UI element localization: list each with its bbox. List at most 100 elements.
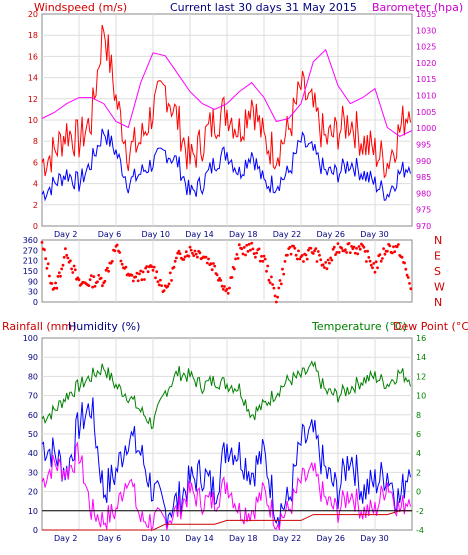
direction-point [368,259,372,263]
direction-point [64,247,67,251]
dew-axis-label: Dew Point (°C) [393,320,468,333]
direction-point [207,257,210,261]
y-tick-label-right: 1025 [416,43,436,52]
direction-point [304,253,308,257]
direction-point [272,286,276,290]
x-tick-label: Day 10 [142,230,171,239]
x-tick-label: Day 30 [360,534,389,543]
direction-point [151,268,155,272]
direction-point [298,257,302,261]
direction-point [295,257,299,261]
direction-point [365,260,368,263]
y-tick-label: 10 [28,116,38,125]
y-tick-label: 20 [28,10,38,19]
direction-point [152,265,156,269]
direction-point [92,275,96,278]
direction-point [234,257,238,261]
direction-point [93,284,97,288]
direction-point [135,271,139,275]
direction-point [383,252,387,256]
y-tick-label-right: 4 [416,449,421,458]
direction-point [215,273,219,277]
direction-point [260,254,263,258]
y-tick-label: 20 [28,488,38,497]
direction-point [400,255,404,259]
y-tick-label-right: -2 [416,507,424,516]
direction-point [315,260,319,263]
compass-label: W [434,281,445,294]
humidity-axis-label: Humidity (%) [68,320,140,333]
direction-point [344,248,347,252]
direction-point [367,256,371,259]
x-tick-label: Day 26 [317,534,346,543]
baro-axis-label: Barometer (hpa) [372,1,463,14]
direction-point [134,275,138,279]
x-tick-label: Day 10 [142,534,171,543]
direction-point [340,246,344,250]
windspeed-series [41,24,411,179]
direction-point [168,271,172,275]
direction-point [170,279,173,282]
direction-point [226,291,230,295]
direction-point [355,247,358,250]
direction-point [155,270,159,274]
direction-point [274,300,278,304]
direction-point [48,274,51,278]
direction-point [263,257,267,261]
x-tick-label: Day 18 [229,230,258,239]
y-tick-label: 6 [33,158,38,167]
direction-point [362,245,366,249]
direction-point [72,264,76,268]
direction-point [61,263,65,267]
direction-point [191,251,194,255]
x-tick-label: Day 22 [273,230,302,239]
y-tick-label-right: 6 [416,430,421,439]
direction-point [54,281,57,285]
y-tick-label-right: 1015 [416,75,436,84]
direction-point [286,253,289,257]
y-tick-label: 150 [23,267,38,276]
y-tick-label-right: 16 [416,334,426,343]
y-tick-label: 14 [28,74,38,83]
direction-point [50,282,54,285]
direction-point [77,278,81,282]
direction-point [254,255,257,259]
direction-point [104,268,108,272]
direction-point [69,259,72,263]
direction-point [173,259,177,263]
direction-point [288,245,292,249]
direction-point [404,267,408,271]
direction-point [319,258,323,262]
direction-point [189,248,193,252]
direction-point [140,278,144,282]
direction-point [257,247,261,251]
direction-point [198,251,202,255]
direction-point [240,247,244,251]
direction-point [334,253,337,256]
x-tick-label: Day 14 [185,534,214,543]
y-tick-label-right: 1020 [416,59,436,68]
rainfall-series [42,510,412,531]
direction-point [335,251,339,254]
direction-point [138,272,141,276]
y-tick-label-right: 985 [416,173,431,182]
direction-point [246,250,250,253]
y-tick-label-right: 12 [416,372,426,381]
direction-point [184,250,188,254]
direction-point [373,270,377,274]
direction-point [369,263,373,267]
direction-point [242,246,246,249]
y-tick-label-right: 8 [416,411,421,420]
direction-point [225,287,229,291]
y-tick-label: 30 [28,288,38,297]
y-tick-label: 100 [23,334,38,343]
direction-point [314,247,318,251]
direction-point [307,248,310,252]
direction-point [250,241,254,245]
direction-point [213,264,217,268]
direction-point [59,274,62,278]
x-tick-label: Day 2 [54,230,77,239]
y-tick-label-right: 1000 [416,124,436,133]
wind-axis-label: Windspeed (m/s) [34,1,127,14]
y-tick-label-right: 990 [416,157,431,166]
